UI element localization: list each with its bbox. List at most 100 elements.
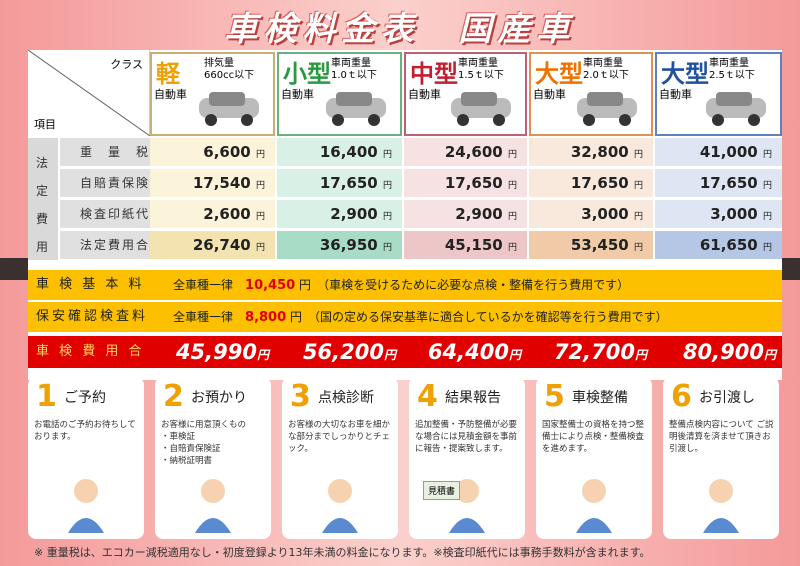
class-name: 小型	[283, 60, 331, 88]
fee-cell: 2,600 円	[150, 200, 275, 228]
hoan-text: 全車種一律 8,800 円 （国の定める保安基準に適合しているかを確認等を行う費…	[173, 302, 668, 333]
person-illustration	[322, 479, 358, 533]
fee-cell: 53,450 円	[529, 231, 653, 259]
yen-unit: 円	[762, 212, 772, 222]
hoan-desc: （国の定める保安基準に適合しているかを確認等を行う費用です）	[314, 310, 668, 324]
fee-value: 24,600	[444, 143, 503, 161]
fee-value: 17,650	[699, 174, 758, 192]
total-yen: 円	[383, 348, 396, 362]
yen-unit: 円	[382, 212, 392, 222]
kihon-yen: 円	[299, 278, 312, 292]
spec-value: 660cc以下	[204, 70, 255, 81]
car-icon	[199, 92, 259, 126]
hoan-yen: 円	[289, 310, 302, 324]
kihon-band: 車 検 基 本 料 全車種一律 10,450 円 （車検を受けるために必要な点検…	[28, 270, 782, 300]
yen-unit: 円	[762, 150, 772, 160]
yen-unit: 円	[507, 150, 517, 160]
spec-label: 車両重量	[583, 58, 623, 69]
fee-cell: 17,540 円	[150, 169, 275, 197]
fee-value: 17,650	[570, 174, 629, 192]
step-card-2: 2 お預かり お客様に用意頂くもの ・車検証 ・自賠責保険証 ・納税証明書	[155, 377, 271, 539]
fee-cell: 41,000 円	[655, 138, 782, 166]
kihon-prefix: 全車種一律	[173, 278, 234, 292]
fee-value: 6,600	[203, 143, 251, 161]
fee-value: 61,650	[699, 236, 758, 254]
class-spec: 排気量 660cc以下	[204, 58, 254, 82]
fee-value: 32,800	[570, 143, 629, 161]
step-text: 国家整備士の資格を持つ整備士により点検・整備検査を進めます。	[542, 420, 645, 454]
car-icon	[326, 92, 386, 126]
fee-value: 17,650	[319, 174, 378, 192]
car-icon	[577, 92, 637, 126]
step-heading: 結果報告	[445, 390, 501, 406]
fee-cell: 17,650 円	[655, 169, 782, 197]
fee-cell: 45,150 円	[404, 231, 527, 259]
kihon-text: 全車種一律 10,450 円 （車検を受けるために必要な点検・整備を行う費用です…	[173, 270, 629, 301]
fee-value: 2,900	[455, 205, 503, 223]
yen-unit: 円	[255, 181, 265, 191]
total-label: 車 検 費 用 合 計	[36, 344, 168, 359]
step-number: 2	[163, 379, 184, 414]
fee-row: 自賠責保険 17,540 円 17,650 円 17,650 円 17,650 円 17,…	[28, 169, 782, 197]
auto-label: 自動車	[154, 88, 187, 101]
fee-value: 2,900	[330, 205, 378, 223]
auto-label: 自動車	[659, 88, 692, 101]
yen-unit: 円	[507, 212, 517, 222]
class-spec: 車両重量 2.5ｔ以下	[709, 58, 755, 82]
item-label: 項目	[34, 118, 56, 131]
class-name: 軽	[156, 60, 180, 88]
fee-value: 36,950	[319, 236, 378, 254]
person-illustration	[449, 479, 485, 533]
fee-cell: 16,400 円	[277, 138, 402, 166]
total-yen: 円	[634, 348, 647, 362]
yen-unit: 円	[255, 150, 265, 160]
step-text: お客様の大切なお車を細かな部分までしっかりとチェック。	[288, 420, 391, 454]
class-label: クラス	[110, 58, 143, 71]
class-name: 中型	[410, 60, 458, 88]
yen-unit: 円	[762, 181, 772, 191]
fee-cell: 36,950 円	[277, 231, 402, 259]
spec-value: 2.0ｔ以下	[583, 70, 629, 81]
spec-label: 排気量	[204, 58, 234, 69]
step-heading: 点検診断	[318, 390, 374, 406]
spec-value: 2.5ｔ以下	[709, 70, 755, 81]
fee-value: 2,600	[203, 205, 251, 223]
fee-value: 3,000	[581, 205, 629, 223]
total-yen: 円	[508, 348, 521, 362]
spec-value: 1.5ｔ以下	[458, 70, 504, 81]
houtei-char: 法	[36, 156, 49, 170]
step-number: 3	[290, 379, 311, 414]
class-name: 大型	[535, 60, 583, 88]
person-illustration	[703, 479, 739, 533]
fee-cell: 3,000 円	[529, 200, 653, 228]
total-cell: 64,400円	[404, 338, 527, 366]
total-cell: 56,200円	[277, 338, 402, 366]
yen-unit: 円	[507, 181, 517, 191]
yen-unit: 円	[382, 181, 392, 191]
hoan-band: 保安確認検査料 全車種一律 8,800 円 （国の定める保安基準に適合しているか…	[28, 302, 782, 332]
total-value: 72,700	[553, 340, 635, 364]
class-header-3: 中型 車両重量 1.5ｔ以下自動車	[404, 52, 527, 136]
class-name: 大型	[661, 60, 709, 88]
class-spec: 車両重量 1.5ｔ以下	[458, 58, 504, 82]
hoan-prefix: 全車種一律	[173, 310, 234, 324]
person-illustration	[195, 479, 231, 533]
houtei-char: 用	[36, 240, 49, 254]
step-heading: ご予約	[64, 390, 106, 406]
diagonal-line	[28, 50, 150, 136]
step-text: 追加整備・予防整備が必要な場合には見積金額を事前に報告・提案致します。	[415, 420, 518, 454]
spec-label: 車両重量	[709, 58, 749, 69]
yen-unit: 円	[633, 150, 643, 160]
step-text: 整備点検内容について ご説明後清算を済ませて頂きお引渡し。	[669, 420, 774, 454]
auto-label: 自動車	[533, 88, 566, 101]
step-number: 6	[671, 379, 692, 414]
total-value: 80,900	[682, 340, 764, 364]
class-spec: 車両重量 1.0ｔ以下	[331, 58, 377, 82]
car-icon	[706, 92, 766, 126]
yen-unit: 円	[382, 243, 392, 253]
fee-value: 26,740	[192, 236, 251, 254]
houtei-label: 法 定 費 用	[28, 138, 58, 260]
auto-label: 自動車	[408, 88, 441, 101]
total-value: 64,400	[427, 340, 509, 364]
step-card-3: 3 点検診断お客様の大切なお車を細かな部分までしっかりとチェック。	[282, 377, 398, 539]
